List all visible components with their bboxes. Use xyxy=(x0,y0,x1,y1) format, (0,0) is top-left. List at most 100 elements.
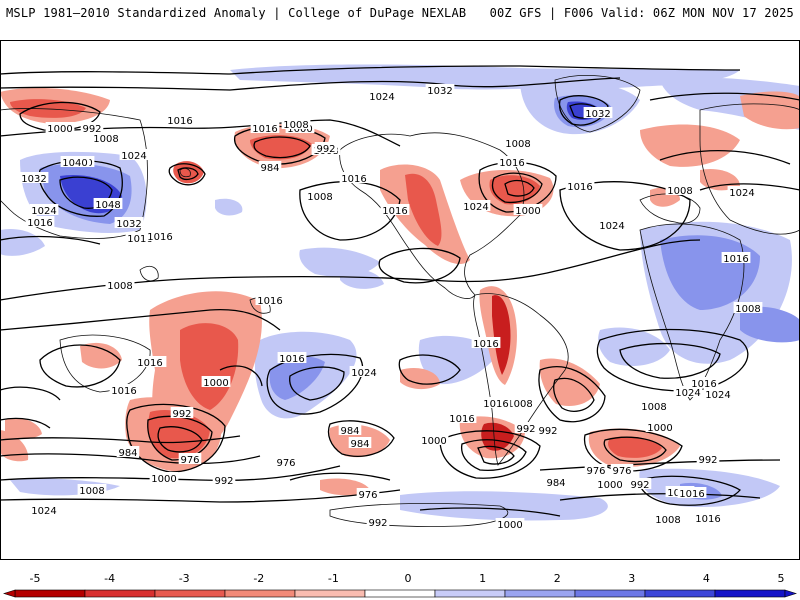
isobar-label: 1024 xyxy=(463,202,488,213)
isobar-label-bg xyxy=(250,122,280,133)
anomaly-area-39 xyxy=(80,342,122,369)
anomaly-area-0 xyxy=(230,64,740,90)
anomaly-area-21 xyxy=(340,268,384,289)
isobar-label-bg xyxy=(693,512,723,523)
isobar-label-bg xyxy=(461,200,491,211)
isobar-label: 1016 xyxy=(167,116,192,127)
isobar-label: 1016 xyxy=(257,296,282,307)
coastline-0 xyxy=(339,132,525,299)
isobar-contour-2 xyxy=(0,119,401,147)
isobar-label-bg xyxy=(135,356,165,367)
isobar-label: 1016 xyxy=(723,254,748,265)
isobar-label: 1008 xyxy=(505,139,530,150)
isobar-label-bg xyxy=(689,377,719,388)
isobar-label: 1000 xyxy=(597,480,622,491)
isobar-label: 1016 xyxy=(679,489,704,500)
isobar-label-bg xyxy=(125,232,155,243)
isobar-label-bg xyxy=(60,156,90,167)
isobar-label: 992 xyxy=(214,476,233,487)
isobar-label-bg xyxy=(645,421,675,432)
isobar-label: 976 xyxy=(358,490,377,501)
isobar-label: 1000 xyxy=(287,124,312,135)
isobar-label-bg xyxy=(610,464,634,475)
colorbar-swatch xyxy=(574,589,646,598)
anomaly-area-52 xyxy=(700,168,740,191)
isobar-label-bg xyxy=(45,122,75,133)
anomaly-area-29 xyxy=(405,173,442,246)
isobar-label: 1024 xyxy=(599,221,624,232)
isobar-label-bg xyxy=(514,422,538,433)
isobar-contour-32 xyxy=(553,377,595,412)
anomaly-area-44 xyxy=(481,422,514,451)
isobar-label-bg xyxy=(544,476,568,487)
isobar-contour-7 xyxy=(177,167,199,181)
colorbar-tick-label: 0 xyxy=(405,572,412,585)
coastline-4 xyxy=(639,223,745,401)
isobar-label-bg xyxy=(380,204,410,215)
isobar-label: 1008 xyxy=(93,134,118,145)
colorbar: -5 -4 -3 -2 -1 0 1 2 3 4 5 xyxy=(3,572,797,598)
isobar-label-bg xyxy=(91,132,121,143)
isobar-label: 1016 xyxy=(499,158,524,169)
colorbar-swatch xyxy=(714,589,786,598)
isobar-label-bg xyxy=(255,294,285,305)
isobar-label: 1008 xyxy=(667,186,692,197)
isobar-contour-39 xyxy=(619,342,721,379)
isobar-contour-43 xyxy=(649,92,800,101)
isobar-label: 1008 xyxy=(283,120,308,131)
isobar-label: 1016 xyxy=(691,379,716,390)
isobar-contour-28 xyxy=(439,430,541,479)
model-run-info: 00Z GFS | F006 Valid: 06Z MON NOV 17 202… xyxy=(489,6,794,20)
isobar-label: 1016 xyxy=(567,182,592,193)
isobar-label-bg xyxy=(628,478,652,489)
isobar-contour-24 xyxy=(0,465,341,482)
isobar-contour-9 xyxy=(491,172,543,204)
isobar-label-bg xyxy=(536,424,560,435)
isobar-label: 1016 xyxy=(137,358,162,369)
isobar-label-bg xyxy=(77,484,107,495)
isobar-label: 984 xyxy=(118,448,137,459)
isobar-label: 1016 xyxy=(473,339,498,350)
isobar-label: 976 xyxy=(586,466,605,477)
isobar-label: 1000 xyxy=(421,436,446,447)
isobar-label-bg xyxy=(274,456,298,467)
isobar-label: 1000 xyxy=(515,206,540,217)
isobar-label-bg xyxy=(165,114,195,125)
isobar-label: 992 xyxy=(698,455,717,466)
isobar-label: 976 xyxy=(612,466,631,477)
colorbar-swatch xyxy=(294,589,366,598)
isobar-label-bg xyxy=(471,337,501,348)
colorbar-arrow-left xyxy=(3,589,16,598)
isobar-label-bg xyxy=(201,376,231,387)
isobar-contour-48 xyxy=(0,386,61,401)
isobar-label-bg xyxy=(503,137,533,148)
isobar-label-bg xyxy=(639,400,669,411)
isobar-label: 1024 xyxy=(705,390,730,401)
isobar-contour-18 xyxy=(289,366,345,401)
isobar-label-bg xyxy=(733,302,763,313)
colorbar-tick-label: -1 xyxy=(328,572,339,585)
isobar-label: 1024 xyxy=(369,92,394,103)
isobar-contour-0 xyxy=(0,65,741,75)
colorbar-tick-label: 3 xyxy=(628,572,635,585)
anomaly-area-9 xyxy=(215,198,243,216)
isobar-label-bg xyxy=(109,384,139,395)
isobar-label: 984 xyxy=(350,439,369,450)
isobar-label-bg xyxy=(665,184,695,195)
anomaly-area-18 xyxy=(400,491,608,521)
isobar-label-bg xyxy=(356,488,380,499)
isobar-label-bg xyxy=(513,204,543,215)
isobar-label-bg xyxy=(565,180,595,191)
colorbar-arrow-right xyxy=(784,589,797,598)
isobar-label-bg xyxy=(25,216,55,227)
isobar-label: 1000 xyxy=(203,378,228,389)
isobar-contour-40 xyxy=(378,247,461,284)
isobar-label: 1016 xyxy=(111,386,136,397)
anomaly-area-48 xyxy=(608,436,662,458)
isobar-contour-51 xyxy=(289,472,391,481)
isobar-label: 1048 xyxy=(95,200,120,211)
isobar-label-bg xyxy=(170,407,194,418)
isobar-contour-49 xyxy=(0,417,51,429)
isobar-contour-1 xyxy=(0,77,621,91)
colorbar-swatch xyxy=(434,589,506,598)
